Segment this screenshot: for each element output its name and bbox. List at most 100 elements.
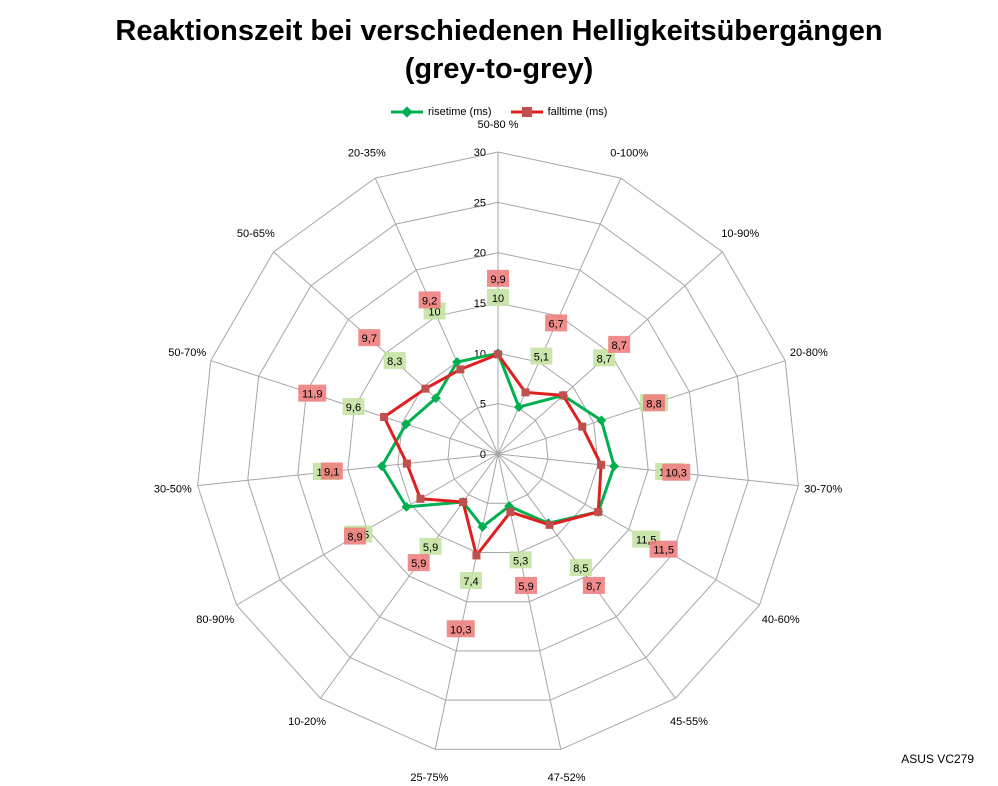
grid-ring <box>197 151 799 750</box>
grid-spoke <box>197 453 499 487</box>
series-line <box>382 352 603 557</box>
data-label: 5,3 <box>513 555 528 567</box>
tick-label: 0 <box>480 449 486 461</box>
data-point <box>521 388 530 397</box>
data-point <box>459 498 468 507</box>
data-label-bg <box>358 329 381 347</box>
grid-spoke <box>497 453 760 606</box>
data-point <box>513 402 524 413</box>
data-label-bg <box>298 384 327 402</box>
data-point <box>594 507 603 516</box>
data-label: 9,9 <box>490 274 505 286</box>
data-label-bg <box>662 463 691 481</box>
series-line <box>380 351 616 529</box>
data-label: 9,1 <box>324 466 339 478</box>
data-point <box>402 459 411 468</box>
data-label: 5,9 <box>518 581 533 593</box>
series-falltime <box>380 350 606 560</box>
tick-label: 30 <box>474 147 486 159</box>
data-point <box>472 551 481 560</box>
data-label-bg <box>608 335 631 353</box>
data-label-bg <box>460 572 483 590</box>
grid-ring <box>247 201 749 701</box>
category-label: 40-60% <box>762 614 800 626</box>
data-point <box>559 391 568 400</box>
data-point <box>401 419 412 430</box>
data-label-bg <box>545 314 568 332</box>
chart-title: Reaktionszeit bei verschiedenen Helligke… <box>0 12 998 88</box>
data-label: 5,1 <box>534 352 549 364</box>
data-point <box>380 412 389 421</box>
grid-spoke <box>434 453 499 750</box>
legend-label-falltime: falltime (ms) <box>547 106 608 118</box>
data-label: 10 <box>428 306 440 318</box>
grid-ring <box>397 352 599 553</box>
data-label-bg <box>487 269 509 287</box>
data-point <box>376 461 387 472</box>
data-label-bg <box>419 537 442 555</box>
chart-legend: risetime (ms) falltime (ms) <box>390 104 625 120</box>
radar-grid <box>197 151 799 750</box>
data-label-bg <box>407 554 430 572</box>
tick-label: 15 <box>474 298 486 310</box>
data-point <box>494 350 502 359</box>
data-point <box>477 521 488 532</box>
data-label: 8,5 <box>573 563 588 575</box>
data-label-bg <box>530 347 553 365</box>
legend-item-falltime: falltime (ms) <box>510 106 608 118</box>
data-point <box>578 422 587 431</box>
data-label: 10 <box>492 293 504 305</box>
data-labels-falltime: 9,9 6,7 8,7 8,8 10,3 11,5 8,7 5,9 10,3 5,9 8,9 9,1 1… <box>298 269 691 638</box>
data-label-bg <box>582 576 605 594</box>
data-point <box>452 357 463 367</box>
data-label-bg <box>509 551 532 569</box>
tick-label: 20 <box>474 248 486 260</box>
grid-spoke <box>497 453 676 699</box>
data-label: 5,9 <box>411 558 426 570</box>
category-label: 25-75% <box>410 772 448 784</box>
data-label: 8,7 <box>586 581 601 593</box>
grid-ring <box>447 403 549 504</box>
data-label-bg <box>383 352 406 370</box>
legend-swatch-risetime <box>391 106 423 118</box>
category-label: 10-90% <box>721 228 759 240</box>
tick-label: 25 <box>474 197 486 209</box>
grid-ring <box>347 302 649 603</box>
legend-label-risetime: risetime (ms) <box>428 106 492 118</box>
data-label-bg <box>487 288 509 306</box>
data-label-bg <box>446 620 475 638</box>
category-label: 10-20% <box>288 716 326 728</box>
grid-spoke <box>320 453 499 699</box>
data-label: 10,3 <box>665 468 686 480</box>
data-label-bg <box>593 349 616 367</box>
grid-spoke <box>497 453 799 487</box>
data-label-bg <box>515 576 538 594</box>
data-point <box>456 365 465 374</box>
data-label-bg <box>643 394 666 412</box>
data-label: 7,4 <box>463 576 478 588</box>
data-label: 5,9 <box>423 542 438 554</box>
data-label: 6,7 <box>548 318 563 330</box>
data-label: 9,2 <box>422 295 437 307</box>
data-label-bg <box>344 527 367 545</box>
legend-item-risetime: risetime (ms) <box>390 106 492 118</box>
category-label: 45-55% <box>670 716 708 728</box>
data-label-bg <box>649 540 678 558</box>
data-point <box>596 415 607 426</box>
category-label: 50-65% <box>237 228 275 240</box>
brand-label: ASUS VC279 <box>901 752 974 766</box>
data-label: 8,7 <box>612 340 627 352</box>
data-label: 8,7 <box>597 353 612 365</box>
grid-ring <box>297 252 699 652</box>
data-label: 9,6 <box>346 402 361 414</box>
category-label: 20-80% <box>790 347 828 359</box>
data-label-bg <box>320 462 343 480</box>
data-point <box>421 384 430 393</box>
data-point <box>597 460 606 469</box>
category-label: 30-50% <box>154 483 192 495</box>
category-label: 50-70% <box>168 347 206 359</box>
category-label: 30-70% <box>804 483 842 495</box>
chart-title-line1: Reaktionszeit bei verschiedenen Helligke… <box>115 15 883 47</box>
data-label: 10,3 <box>450 624 471 636</box>
